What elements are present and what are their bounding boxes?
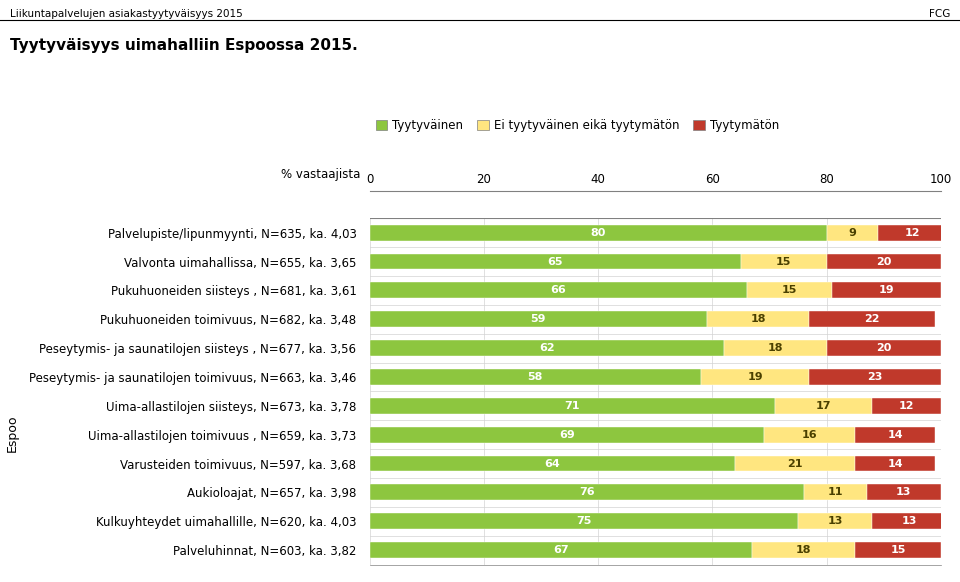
Bar: [764, 427, 855, 443]
Text: 18: 18: [796, 545, 811, 555]
Bar: [798, 513, 873, 529]
Text: 60: 60: [705, 173, 720, 186]
Bar: [827, 225, 878, 240]
Text: Liikuntapalvelujen asiakastyytyväisyys 2015: Liikuntapalvelujen asiakastyytyväisyys 2…: [10, 9, 242, 19]
Text: 0: 0: [366, 173, 373, 186]
Text: 65: 65: [547, 257, 563, 267]
Bar: [701, 369, 809, 385]
Bar: [873, 398, 941, 414]
Text: 80: 80: [590, 228, 606, 237]
Text: 12: 12: [899, 401, 914, 411]
Text: 11: 11: [828, 487, 843, 498]
Text: 59: 59: [530, 314, 546, 324]
Text: 69: 69: [559, 430, 574, 439]
Bar: [855, 542, 941, 558]
Bar: [370, 484, 804, 501]
Text: 13: 13: [896, 487, 911, 498]
Bar: [370, 427, 764, 443]
Text: % vastaajista: % vastaajista: [280, 168, 360, 181]
Bar: [370, 340, 724, 356]
Bar: [370, 369, 701, 385]
Text: 58: 58: [528, 372, 543, 382]
Text: 22: 22: [865, 314, 880, 324]
Text: Tyytyväisyys uimahalliin Espoossa 2015.: Tyytyväisyys uimahalliin Espoossa 2015.: [10, 38, 357, 53]
Bar: [370, 225, 827, 240]
Text: 76: 76: [579, 487, 594, 498]
Bar: [827, 254, 941, 269]
Bar: [827, 340, 941, 356]
Bar: [867, 484, 941, 501]
Text: FCG: FCG: [929, 9, 950, 19]
Text: 13: 13: [901, 516, 917, 526]
Text: 80: 80: [819, 173, 834, 186]
Text: 14: 14: [887, 459, 903, 469]
Text: 14: 14: [887, 430, 903, 439]
Bar: [370, 254, 741, 269]
Text: 21: 21: [787, 459, 803, 469]
Text: 75: 75: [576, 516, 591, 526]
Text: 15: 15: [890, 545, 905, 555]
Bar: [370, 513, 798, 529]
Text: 9: 9: [849, 228, 856, 237]
Bar: [370, 398, 775, 414]
Text: 19: 19: [878, 285, 895, 296]
Text: Espoo: Espoo: [6, 414, 19, 452]
Bar: [724, 340, 827, 356]
Text: 62: 62: [539, 343, 555, 353]
Text: 64: 64: [544, 459, 561, 469]
Bar: [809, 311, 935, 327]
Legend: Tyytyväinen, Ei tyytyväinen eikä tyytymätön, Tyytymätön: Tyytyväinen, Ei tyytyväinen eikä tyytymä…: [375, 119, 780, 132]
Text: 16: 16: [802, 430, 817, 439]
Text: 67: 67: [553, 545, 568, 555]
Bar: [873, 513, 947, 529]
Text: 23: 23: [868, 372, 883, 382]
Text: 20: 20: [876, 343, 892, 353]
Point: [364, 518, 375, 525]
Text: 71: 71: [564, 401, 580, 411]
Text: 13: 13: [828, 516, 843, 526]
Bar: [741, 254, 827, 269]
Bar: [735, 456, 855, 471]
Text: 17: 17: [816, 401, 831, 411]
Bar: [855, 427, 935, 443]
Bar: [804, 484, 867, 501]
Text: 15: 15: [776, 257, 791, 267]
Text: 66: 66: [550, 285, 566, 296]
Text: 15: 15: [781, 285, 797, 296]
Bar: [747, 282, 832, 299]
Bar: [809, 369, 941, 385]
Bar: [878, 225, 947, 240]
Bar: [707, 311, 809, 327]
Point: [370, 518, 381, 525]
Text: 20: 20: [876, 257, 892, 267]
Bar: [753, 542, 855, 558]
Bar: [370, 542, 753, 558]
Bar: [855, 456, 935, 471]
Text: 40: 40: [590, 173, 606, 186]
Text: 20: 20: [476, 173, 492, 186]
Text: 12: 12: [904, 228, 920, 237]
Bar: [370, 282, 747, 299]
Text: 18: 18: [751, 314, 766, 324]
Bar: [775, 398, 873, 414]
Text: 18: 18: [767, 343, 783, 353]
Bar: [832, 282, 941, 299]
Text: 100: 100: [929, 173, 952, 186]
Text: 19: 19: [747, 372, 763, 382]
Bar: [370, 456, 735, 471]
Bar: [370, 311, 707, 327]
